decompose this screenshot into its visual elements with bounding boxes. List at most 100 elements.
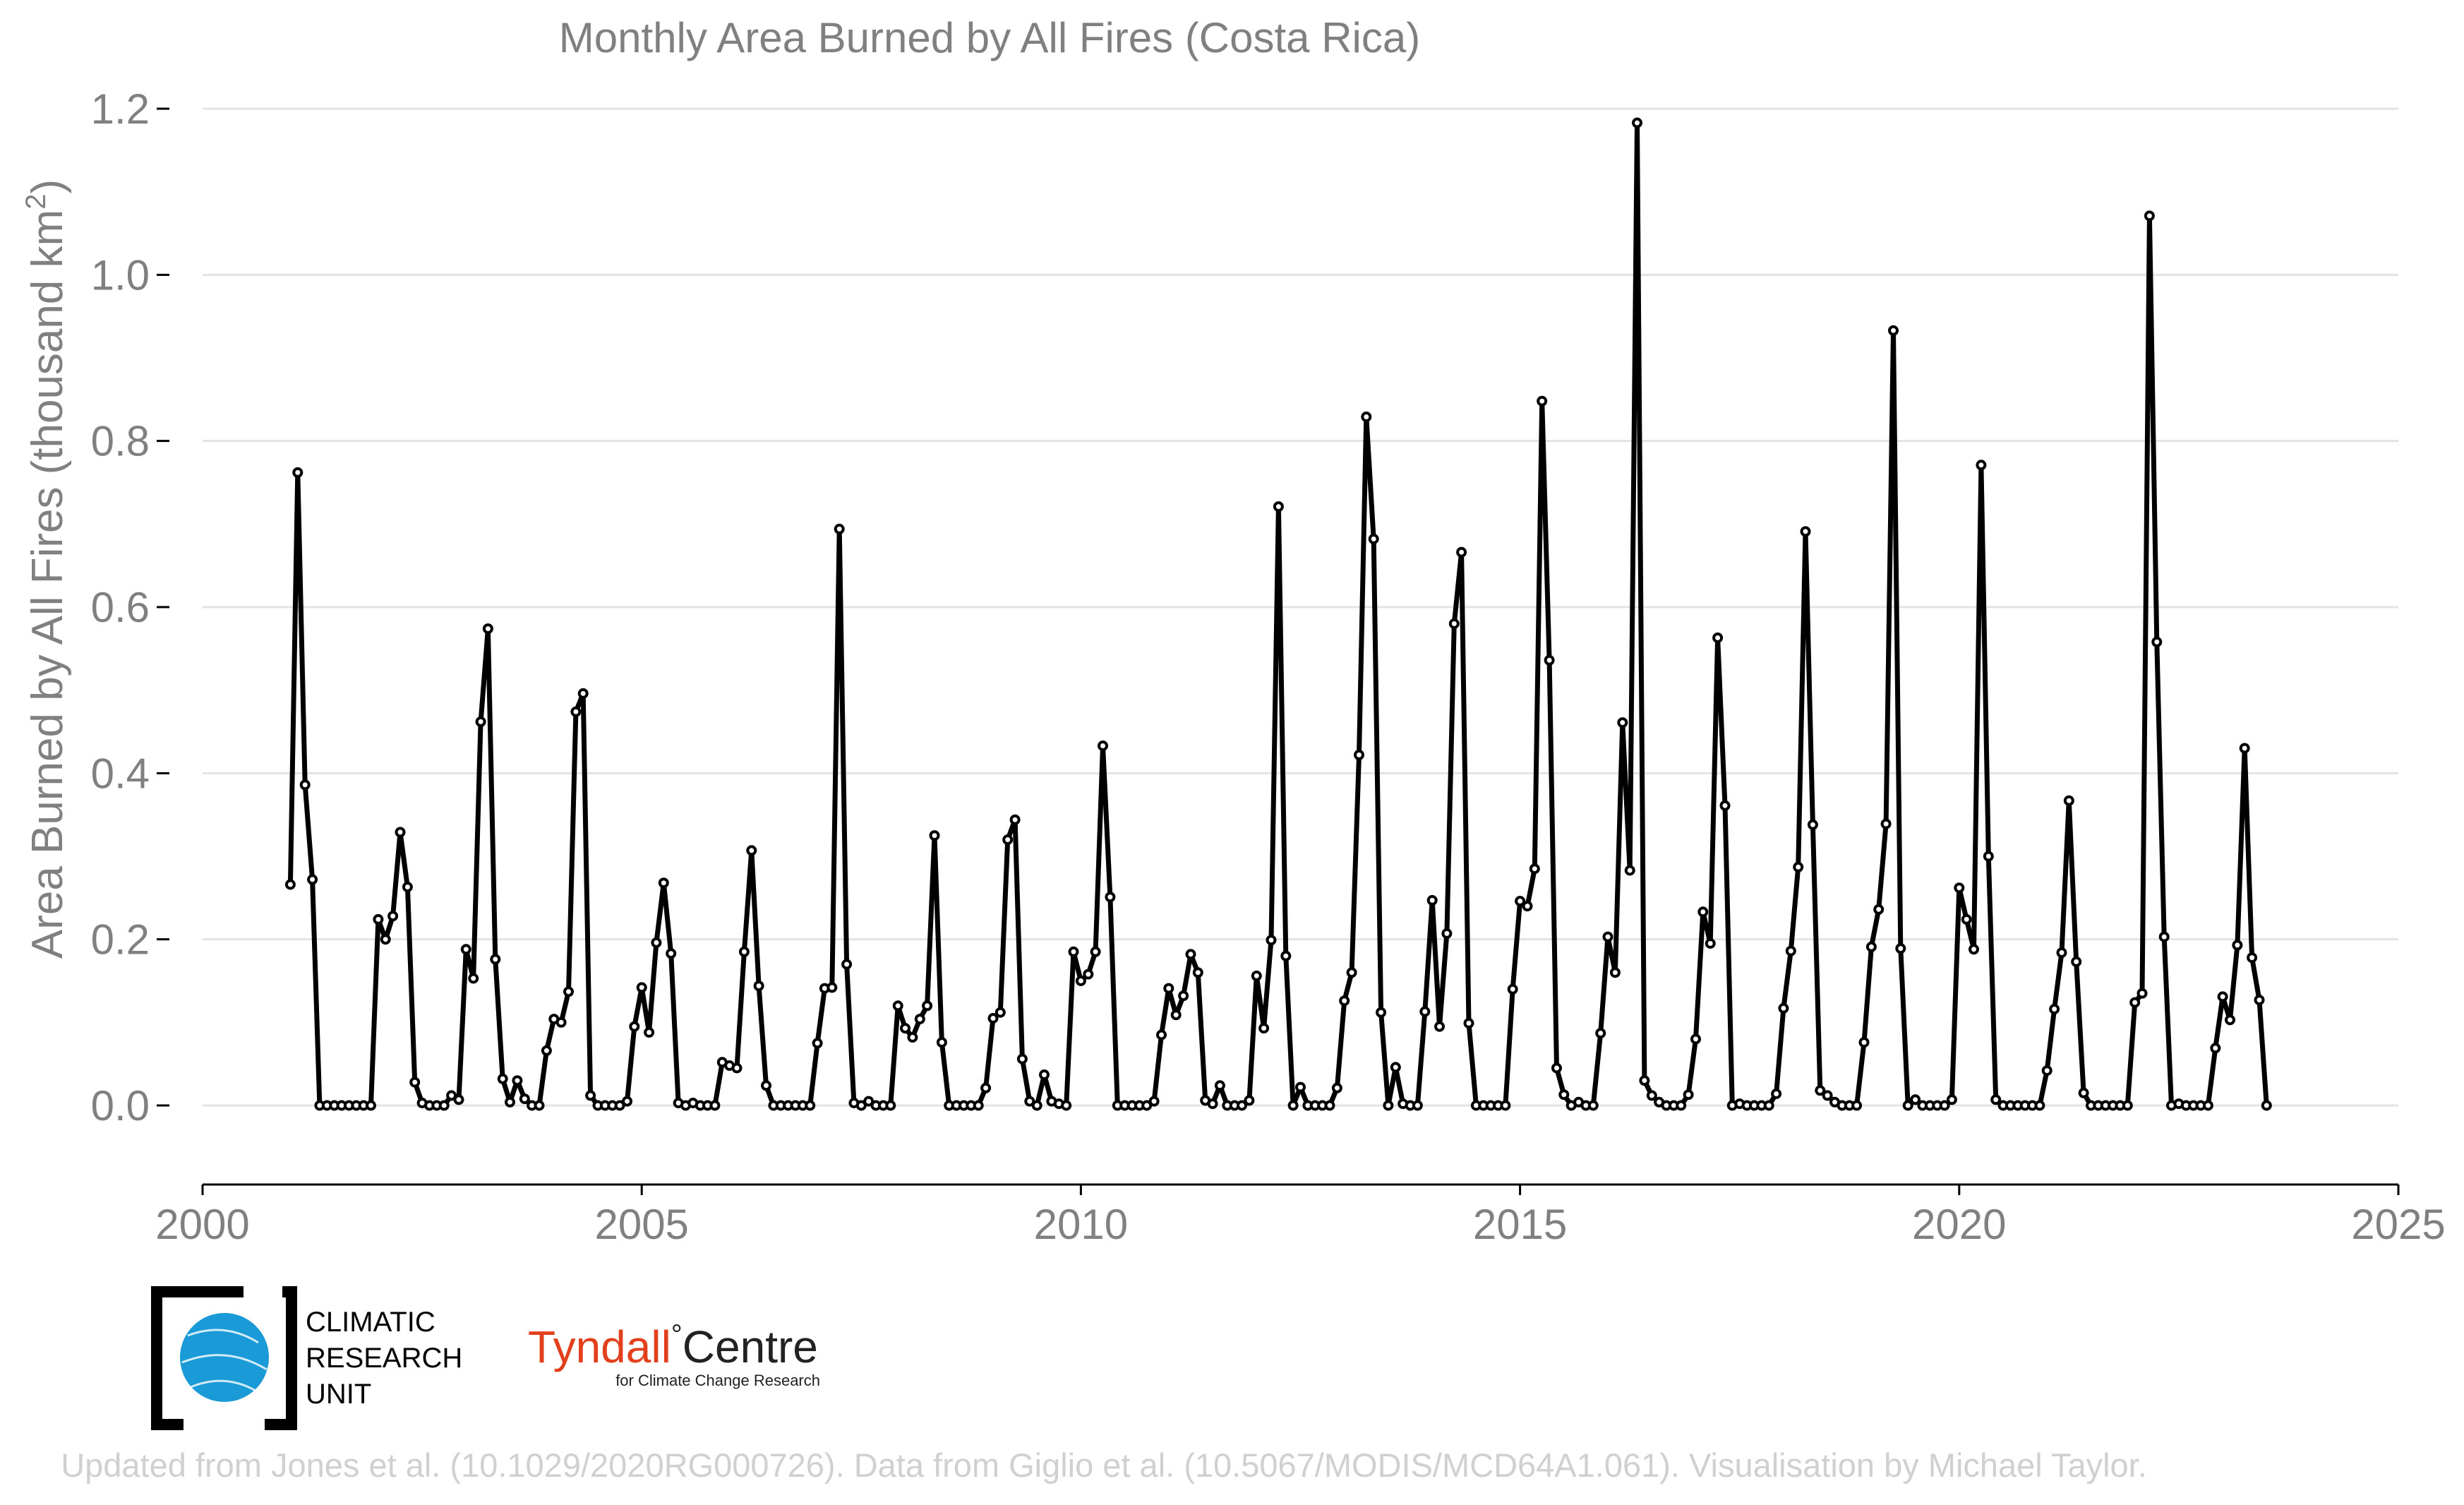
data-point xyxy=(1141,1100,1153,1111)
data-point xyxy=(2247,952,2258,964)
data-point xyxy=(1083,969,1094,980)
data-point xyxy=(519,1093,530,1105)
data-point xyxy=(1002,834,1014,845)
data-point xyxy=(1851,1100,1863,1111)
data-point xyxy=(1895,943,1906,954)
data-point xyxy=(490,954,501,965)
data-point xyxy=(2049,1004,2060,1014)
data-point xyxy=(1148,1096,1160,1107)
data-point xyxy=(1990,1094,2002,1105)
data-point xyxy=(1865,941,1877,952)
data-point xyxy=(1690,1033,1701,1045)
data-point xyxy=(907,1032,918,1043)
data-point xyxy=(827,982,838,993)
data-point xyxy=(1434,1021,1445,1032)
data-point xyxy=(922,1000,933,1012)
data-point xyxy=(482,623,493,635)
data-point xyxy=(1419,1006,1431,1017)
data-point xyxy=(761,1080,771,1091)
data-point xyxy=(1214,1080,1225,1091)
data-point xyxy=(2137,988,2148,999)
data-point xyxy=(2071,956,2082,967)
data-point xyxy=(973,1100,984,1111)
data-point xyxy=(1368,534,1379,544)
data-point xyxy=(651,937,662,948)
data-point xyxy=(2078,1087,2089,1098)
data-point xyxy=(738,946,750,957)
data-point xyxy=(855,1100,867,1111)
data-point xyxy=(885,1100,896,1111)
data-point xyxy=(1822,1090,1833,1101)
data-point xyxy=(658,877,669,889)
data-point xyxy=(2144,210,2155,222)
data-point xyxy=(812,1038,823,1049)
data-point xyxy=(2254,995,2265,1006)
data-point xyxy=(1266,935,1277,946)
data-point xyxy=(1858,1037,1870,1048)
data-point xyxy=(1624,865,1635,876)
data-point xyxy=(1295,1081,1306,1093)
chart-title: Monthly Area Burned by All Fires (Costa … xyxy=(559,14,1420,61)
y-tick-label: 0.8 xyxy=(91,418,150,465)
x-tick-label: 2015 xyxy=(1473,1201,1567,1248)
series-line xyxy=(287,120,2269,1108)
x-tick-label: 2010 xyxy=(1034,1201,1128,1248)
data-point xyxy=(1910,1094,1921,1105)
y-axis-label: Area Burned by All Fires (thousand km2) xyxy=(20,179,72,959)
data-point xyxy=(2261,1100,2272,1111)
data-point xyxy=(1016,1053,1028,1065)
y-tick-label: 0.0 xyxy=(91,1082,150,1129)
data-point xyxy=(2225,1014,2235,1026)
data-point xyxy=(446,1090,457,1101)
gridlines xyxy=(203,107,2398,1107)
data-point xyxy=(1522,901,1533,912)
data-point xyxy=(1163,983,1174,994)
data-point xyxy=(929,830,940,841)
data-point xyxy=(1324,1100,1335,1111)
data-point xyxy=(2202,1100,2213,1111)
data-point xyxy=(1632,117,1642,128)
data-point xyxy=(1683,1089,1694,1101)
data-point xyxy=(1537,395,1548,407)
data-point xyxy=(1251,970,1262,981)
data-point xyxy=(1946,1094,1957,1105)
data-point xyxy=(1969,944,1979,955)
data-point xyxy=(746,845,757,856)
data-point xyxy=(805,1100,816,1111)
data-point xyxy=(380,934,391,945)
x-axis-ticks: 2000 2005 2010 2015 2020 2025 xyxy=(155,1185,2446,1248)
data-point xyxy=(1024,1096,1035,1107)
data-point xyxy=(1156,1029,1167,1041)
data-point xyxy=(1354,749,1364,760)
data-point xyxy=(614,1100,625,1111)
data-point xyxy=(1800,526,1811,537)
cru-logo: CLIMATIC RESEARCH UNIT xyxy=(151,1286,462,1430)
data-point xyxy=(936,1037,947,1048)
data-point xyxy=(1039,1069,1050,1080)
data-point xyxy=(2041,1065,2053,1077)
data-point xyxy=(1412,1100,1423,1111)
data-point xyxy=(1500,1100,1511,1111)
data-point xyxy=(834,523,845,534)
data-point xyxy=(541,1045,552,1056)
data-point xyxy=(1075,976,1086,986)
data-point xyxy=(1339,995,1350,1007)
data-point xyxy=(1873,904,1885,915)
data-point xyxy=(2063,795,2074,806)
data-point xyxy=(1287,1100,1299,1111)
data-point xyxy=(468,973,479,984)
data-point xyxy=(1719,800,1731,811)
data-point xyxy=(1697,906,1709,918)
data-point xyxy=(1105,892,1116,903)
data-point xyxy=(892,1000,903,1012)
data-point xyxy=(1448,618,1460,629)
data-point xyxy=(1390,1062,1401,1073)
data-point xyxy=(475,716,486,727)
data-point xyxy=(1778,1002,1789,1014)
data-point xyxy=(373,913,384,925)
data-point xyxy=(863,1096,875,1107)
data-point xyxy=(1273,501,1284,512)
data-point xyxy=(1178,990,1189,1002)
x-tick-label: 2020 xyxy=(1912,1201,2006,1248)
